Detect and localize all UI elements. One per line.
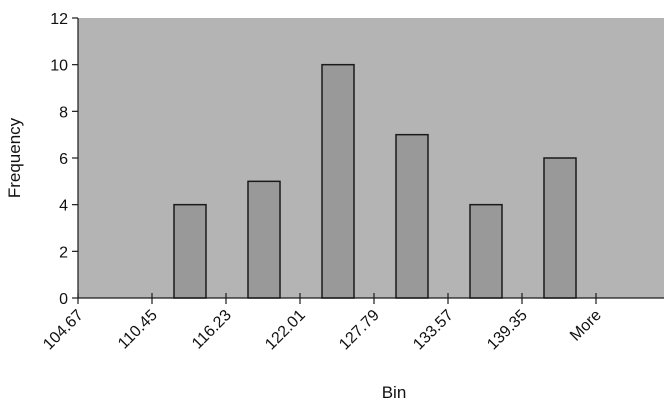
bar-110.45 bbox=[173, 203, 207, 299]
y-tick-label: 2 bbox=[59, 244, 68, 261]
x-axis-ticks: 104.67 110.45 116.23 122.01 127.79 133.57 139.… bbox=[40, 293, 605, 353]
y-tick-label: 0 bbox=[59, 291, 68, 308]
x-tick-label: More bbox=[567, 307, 605, 345]
y-tick-label: 6 bbox=[59, 151, 68, 168]
y-tick-label: 10 bbox=[50, 58, 68, 75]
bar-116.23 bbox=[247, 180, 281, 299]
bar-139.35 bbox=[543, 157, 577, 299]
x-tick-label: 116.23 bbox=[189, 307, 235, 353]
y-axis-title: Frequency bbox=[5, 117, 24, 198]
bar-127.79 bbox=[395, 133, 429, 299]
y-tick-label: 12 bbox=[50, 11, 68, 28]
bar-122.01 bbox=[321, 63, 355, 299]
x-tick-label: 139.35 bbox=[484, 307, 531, 354]
x-tick-label: 104.67 bbox=[40, 307, 87, 354]
y-axis-ticks: 0 2 4 6 8 10 12 bbox=[50, 11, 78, 308]
bars-group bbox=[173, 63, 577, 299]
bar-133.57 bbox=[469, 203, 503, 299]
x-tick-label: 133.57 bbox=[410, 307, 457, 354]
x-tick-label: 110.45 bbox=[115, 307, 161, 353]
y-tick-label: 4 bbox=[59, 198, 68, 215]
y-tick-label: 8 bbox=[59, 104, 68, 121]
x-tick-label: 127.79 bbox=[336, 307, 383, 354]
x-axis-title: Bin bbox=[382, 383, 407, 402]
x-tick-label: 122.01 bbox=[262, 307, 309, 354]
